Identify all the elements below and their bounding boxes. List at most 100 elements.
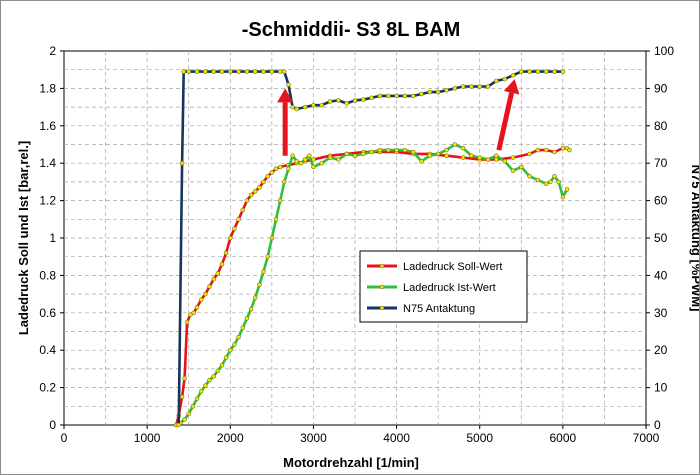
data-point-n75-antaktung [219,69,225,74]
data-point-ladedruck-ist [352,153,358,158]
data-point-ladedruck-ist [386,147,391,153]
y2-tick-label: 40 [654,268,668,282]
data-point-n75-antaktung [179,160,185,166]
data-point-n75-antaktung [435,89,441,95]
data-point-ladedruck-soll [244,198,250,203]
x-axis-title: Motordrehzahl [1/min] [283,455,419,470]
data-point-ladedruck-ist [194,396,200,402]
data-point-ladedruck-soll [252,189,258,194]
data-point-ladedruck-ist [477,155,482,160]
data-point-n75-antaktung [352,98,358,103]
data-point-ladedruck-soll [198,297,204,302]
y2-tick-label: 60 [654,194,668,208]
data-point-ladedruck-ist [186,411,191,417]
legend-marker-ist [379,284,385,290]
annotation-arrow-shaft [496,92,515,151]
data-point-ladedruck-soll [219,261,225,267]
data-point-ladedruck-ist [207,377,212,383]
data-point-ladedruck-soll [510,155,516,160]
data-point-ladedruck-ist [552,174,557,179]
chart-title: -Schmiddii- S3 8L BAM [242,19,461,41]
data-point-n75-antaktung [444,88,449,93]
data-point-n75-antaktung [402,93,408,99]
x-tick-label: 3000 [300,431,327,445]
data-point-ladedruck-soll [232,226,237,231]
data-point-n75-antaktung [519,69,524,74]
y-tick-label: 1.8 [39,81,56,95]
data-point-ladedruck-ist [485,157,491,162]
data-point-ladedruck-ist [261,269,266,274]
data-point-ladedruck-ist [232,342,237,347]
data-point-ladedruck-ist [460,145,466,151]
data-point-n75-antaktung [286,82,291,87]
data-point-n75-antaktung [386,93,391,99]
data-point-ladedruck-ist [319,160,324,166]
data-point-ladedruck-ist [444,147,449,153]
data-point-n75-antaktung [194,69,200,74]
data-point-ladedruck-ist [298,160,304,166]
data-point-ladedruck-soll [182,376,187,381]
data-point-ladedruck-soll [269,170,275,175]
data-point-ladedruck-ist [286,166,291,172]
data-point-n75-antaktung [277,69,283,74]
data-point-ladedruck-soll [273,166,279,172]
y-tick-label: 1.4 [39,156,56,170]
legend-marker-soll [379,263,385,269]
data-point-n75-antaktung [502,76,507,82]
y-tick-label: 0.2 [39,381,56,395]
data-point-ladedruck-soll [179,394,185,400]
data-point-n75-antaktung [336,98,341,103]
data-point-ladedruck-soll [223,250,229,256]
data-point-n75-antaktung [361,97,366,102]
data-point-ladedruck-ist [469,153,474,158]
data-point-ladedruck-ist [277,198,283,203]
data-point-n75-antaktung [469,84,474,89]
data-point-ladedruck-ist [377,147,383,153]
data-point-ladedruck-ist [244,316,250,321]
data-point-ladedruck-ist [452,142,458,147]
data-point-n75-antaktung [290,104,295,110]
data-point-ladedruck-soll [567,147,572,153]
y-axis-title: Ladedruck Soll und Ist [bar,rel.] [16,141,31,335]
data-point-ladedruck-soll [460,155,466,160]
x-tick-label: 0 [61,431,68,445]
data-point-n75-antaktung [282,69,287,74]
data-point-n75-antaktung [527,69,532,74]
data-point-ladedruck-ist [427,153,433,158]
y2-tick-label: 50 [654,231,668,245]
annotation-arrow-head [277,88,294,103]
data-point-ladedruck-ist [419,159,424,164]
data-point-n75-antaktung [427,89,433,95]
data-point-n75-antaktung [344,101,349,106]
data-point-ladedruck-ist [527,174,532,179]
data-point-ladedruck-ist [236,334,241,340]
y-tick-label: 2 [49,44,56,58]
y2-tick-label: 80 [654,119,668,133]
data-point-n75-antaktung [394,93,399,99]
data-point-ladedruck-ist [369,149,374,155]
data-point-ladedruck-ist [548,179,553,185]
data-point-ladedruck-ist [435,151,441,157]
data-point-ladedruck-soll [543,147,549,153]
x-tick-label: 5000 [466,431,493,445]
data-point-ladedruck-ist [327,155,333,160]
data-point-n75-antaktung [186,69,191,74]
data-point-n75-antaktung [494,78,499,84]
data-point-ladedruck-ist [257,282,262,288]
data-point-ladedruck-ist [182,417,187,422]
data-point-ladedruck-soll [535,147,541,153]
data-point-ladedruck-ist [203,383,208,388]
data-point-ladedruck-soll [552,149,557,155]
legend-label-soll: Ladedruck Soll-Wert [403,261,502,273]
y-tick-label: 0 [49,418,56,432]
axis-ticks: 0 1000 2000 3000 4000 5000 6000 700000.20.40.60… [39,44,674,445]
data-point-n75-antaktung [410,93,416,99]
data-point-ladedruck-ist [265,254,270,259]
data-point-n75-antaktung [228,69,233,74]
data-point-n75-antaktung [560,69,566,74]
data-point-n75-antaktung [261,69,266,74]
data-point-ladedruck-ist [228,347,233,353]
data-point-ladedruck-soll [184,319,190,325]
